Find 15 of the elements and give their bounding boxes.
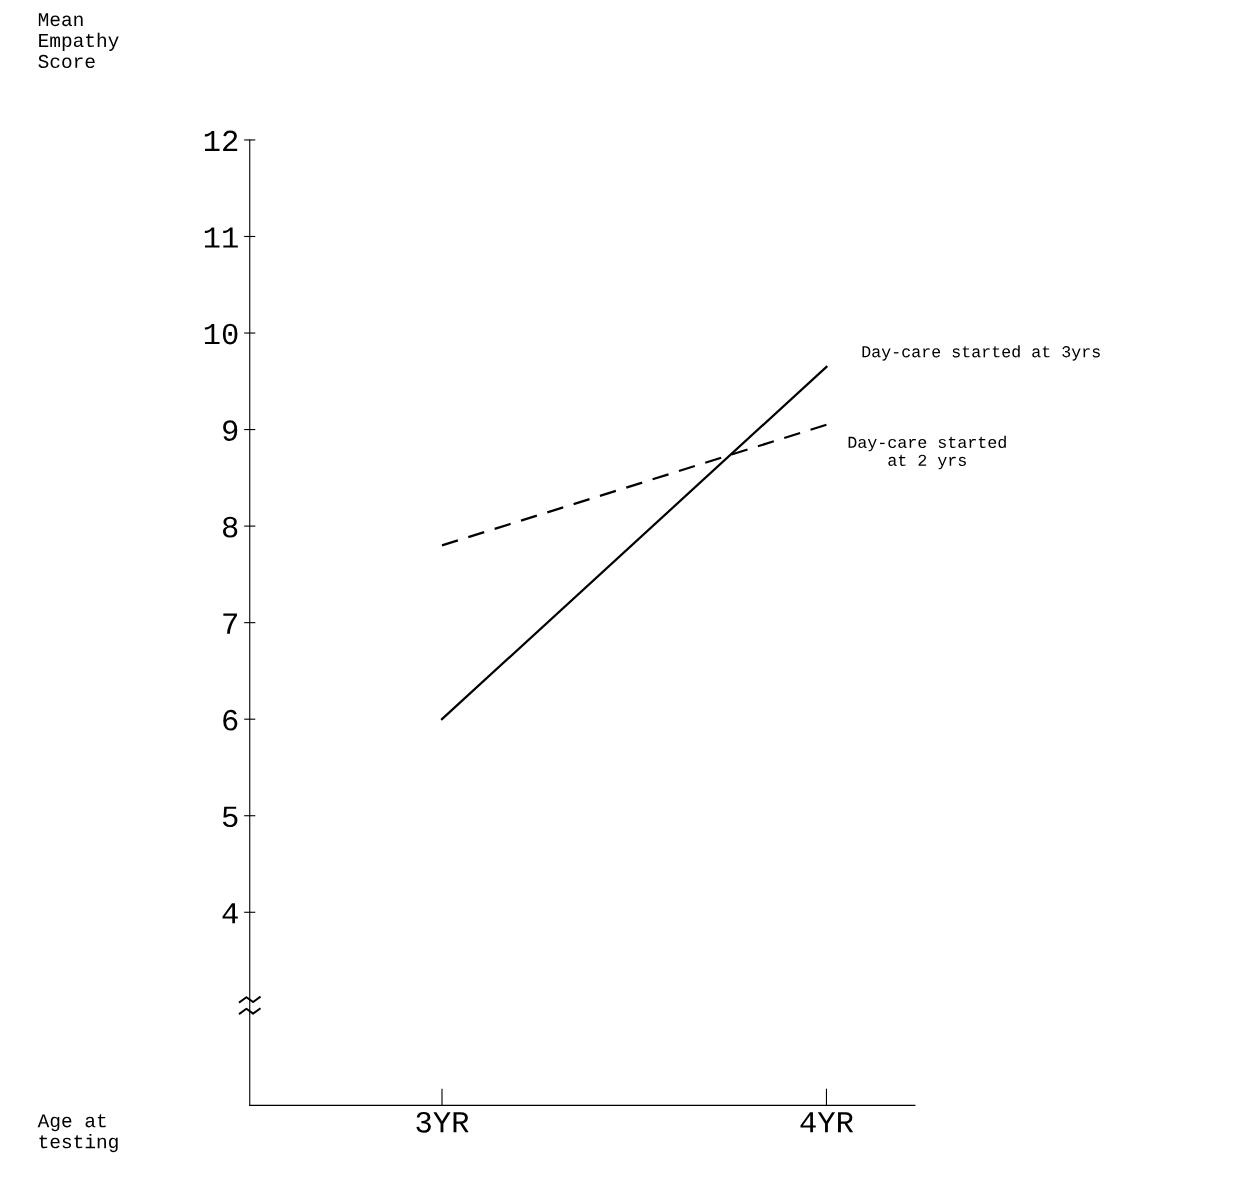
text: Mean Empathy Score xyxy=(38,13,119,69)
y-tick-label: 4 xyxy=(222,903,238,924)
y-tick-label: 5 xyxy=(222,806,238,828)
y-tick-label: 8 xyxy=(222,516,238,538)
x-axis-title: Age at testing xyxy=(37,1114,118,1153)
y-tick-label: 11 xyxy=(204,227,238,248)
y-tick-label: 7 xyxy=(223,613,237,634)
x-tick-label: 3YR xyxy=(416,1111,469,1133)
x-tick-label: 4YR xyxy=(800,1112,854,1133)
y-tick-label: 6 xyxy=(223,709,238,731)
y-tick-label: 12 xyxy=(204,130,238,152)
y-tick-label: 9 xyxy=(223,420,238,441)
series-label: Day-care started at 2 yrs xyxy=(848,435,1006,470)
y-tick-label: 10 xyxy=(204,323,238,345)
text: Day-care started at 3yrs xyxy=(862,345,1100,361)
